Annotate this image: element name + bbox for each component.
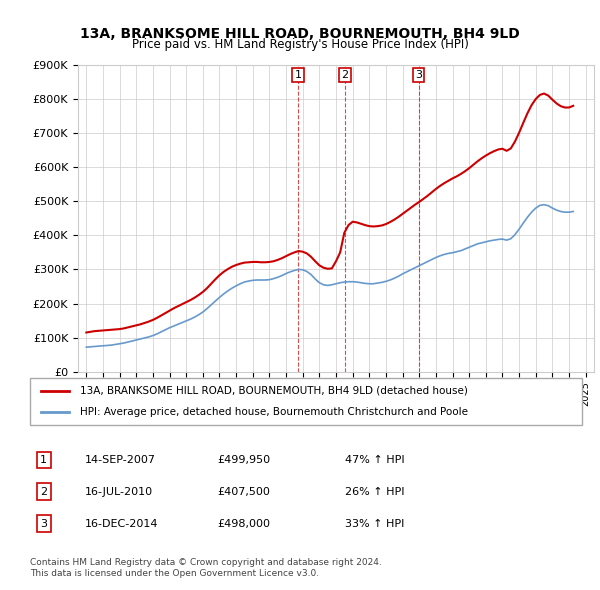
- Text: 33% ↑ HPI: 33% ↑ HPI: [344, 519, 404, 529]
- FancyBboxPatch shape: [30, 378, 582, 425]
- Text: 13A, BRANKSOME HILL ROAD, BOURNEMOUTH, BH4 9LD: 13A, BRANKSOME HILL ROAD, BOURNEMOUTH, B…: [80, 27, 520, 41]
- Text: 26% ↑ HPI: 26% ↑ HPI: [344, 487, 404, 497]
- Text: £407,500: £407,500: [218, 487, 271, 497]
- Text: 47% ↑ HPI: 47% ↑ HPI: [344, 455, 404, 465]
- Text: 1: 1: [295, 70, 301, 80]
- Text: 16-DEC-2014: 16-DEC-2014: [85, 519, 158, 529]
- Text: 2: 2: [40, 487, 47, 497]
- Text: HPI: Average price, detached house, Bournemouth Christchurch and Poole: HPI: Average price, detached house, Bour…: [80, 407, 467, 417]
- Text: 3: 3: [415, 70, 422, 80]
- Text: 14-SEP-2007: 14-SEP-2007: [85, 455, 156, 465]
- Text: 3: 3: [40, 519, 47, 529]
- Text: 16-JUL-2010: 16-JUL-2010: [85, 487, 154, 497]
- Text: Price paid vs. HM Land Registry's House Price Index (HPI): Price paid vs. HM Land Registry's House …: [131, 38, 469, 51]
- Text: This data is licensed under the Open Government Licence v3.0.: This data is licensed under the Open Gov…: [30, 569, 319, 578]
- Text: Contains HM Land Registry data © Crown copyright and database right 2024.: Contains HM Land Registry data © Crown c…: [30, 558, 382, 566]
- Text: 13A, BRANKSOME HILL ROAD, BOURNEMOUTH, BH4 9LD (detached house): 13A, BRANKSOME HILL ROAD, BOURNEMOUTH, B…: [80, 386, 467, 396]
- Text: 2: 2: [341, 70, 349, 80]
- Text: 1: 1: [40, 455, 47, 465]
- Text: £498,000: £498,000: [218, 519, 271, 529]
- Text: £499,950: £499,950: [218, 455, 271, 465]
